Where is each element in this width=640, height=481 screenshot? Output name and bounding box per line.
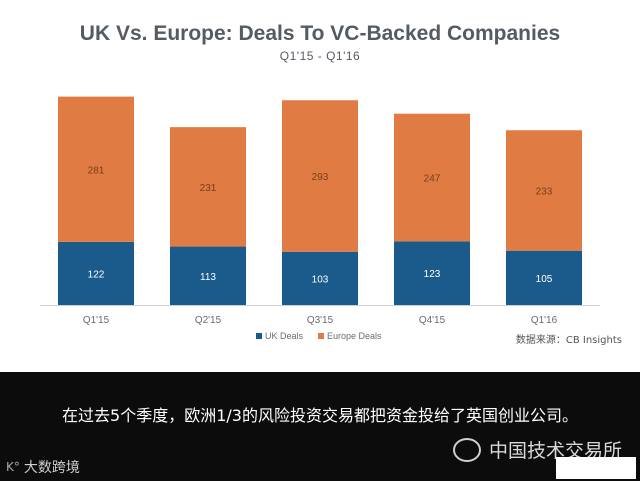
x-tick-label: Q1'15 bbox=[83, 315, 110, 326]
data-label: 123 bbox=[424, 269, 441, 280]
chart-area: UK Vs. Europe: Deals To VC-Backed Compan… bbox=[40, 22, 622, 346]
bar-europe bbox=[58, 96, 134, 242]
x-tick-label: Q2'15 bbox=[195, 315, 222, 326]
data-label: 247 bbox=[424, 174, 441, 185]
bar-uk bbox=[58, 241, 134, 305]
x-tick-label: Q1'16 bbox=[531, 315, 558, 326]
data-label: 122 bbox=[88, 269, 105, 280]
x-tick-label: Q4'15 bbox=[419, 315, 446, 326]
caption-bar: 在过去5个季度，欧洲1/3的风险投资交易都把资金投给了英国创业公司。 中国技术交… bbox=[0, 372, 640, 481]
watermark-right-text: 中国技术交易所 bbox=[488, 440, 622, 462]
data-label: 281 bbox=[88, 165, 105, 176]
data-label: 293 bbox=[312, 172, 329, 183]
stacked-bar-chart: 122 281 Q1'15 113 231 Q2'15 103 293 Q3'15 123 247 Q… bbox=[40, 96, 622, 346]
bar-europe bbox=[506, 130, 582, 251]
watermark-right: 中国技术交易所 bbox=[452, 436, 622, 463]
watermark-left: K° 大数跨境 bbox=[6, 457, 80, 477]
data-label: 103 bbox=[312, 274, 329, 285]
data-label: 105 bbox=[536, 274, 553, 285]
wechat-icon bbox=[452, 437, 481, 462]
data-label: 231 bbox=[200, 183, 217, 194]
bar-uk bbox=[282, 251, 358, 305]
bar-uk bbox=[506, 250, 582, 305]
data-label: 113 bbox=[200, 272, 216, 283]
chart-title: UK Vs. Europe: Deals To VC-Backed Compan… bbox=[79, 22, 561, 45]
legend-label: UK Deals bbox=[265, 331, 304, 341]
chart-subtitle: Q1'15 - Q1'16 bbox=[279, 49, 361, 63]
legend-swatch bbox=[318, 333, 324, 339]
bar-europe bbox=[394, 113, 470, 242]
data-label: 233 bbox=[536, 186, 553, 197]
logo-icon: K° bbox=[6, 460, 20, 474]
bar-uk bbox=[394, 241, 470, 305]
legend-swatch bbox=[256, 333, 262, 339]
bar-europe bbox=[170, 127, 246, 247]
caption-text: 在过去5个季度，欧洲1/3的风险投资交易都把资金投给了英国创业公司。 bbox=[62, 406, 578, 425]
watermark-left-text: 大数跨境 bbox=[23, 460, 80, 476]
bar-uk bbox=[170, 246, 246, 305]
corner-stamp bbox=[556, 457, 636, 479]
legend-label: Europe Deals bbox=[327, 331, 382, 341]
bar-europe bbox=[282, 100, 358, 252]
source-note: 数据来源：CB Insights bbox=[516, 333, 622, 346]
x-tick-label: Q3'15 bbox=[307, 315, 334, 326]
